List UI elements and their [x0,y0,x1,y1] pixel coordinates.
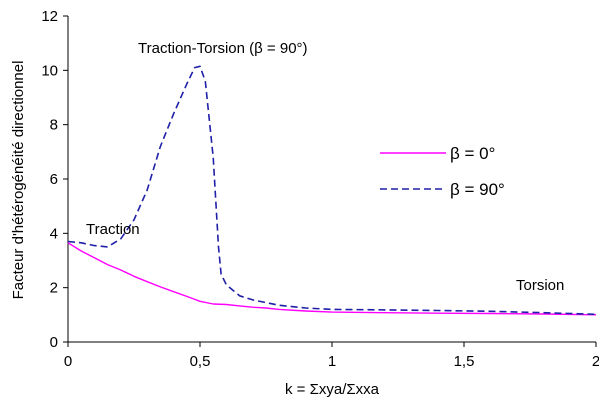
y-tick-label: 0 [50,334,58,351]
y-tick-label: 6 [50,171,58,188]
y-tick-label: 8 [50,117,58,134]
annotation-traction-torsion: Traction-Torsion (β = 90°) [138,40,308,57]
legend-label-0: β = 0° [450,144,495,163]
x-axis-label: k = Σxyа/Σxxa [285,381,380,398]
annotation-torsion: Torsion [516,277,564,294]
y-tick-label: 2 [50,280,58,297]
y-tick-label: 12 [41,8,58,25]
y-axis-label: Facteur d'hétérogénéité directionnel [10,61,27,300]
x-tick-label: 2 [592,353,599,370]
labels-layer: k = Σxyа/Σxxa Facteur d'hétérogénéité dir… [10,40,564,398]
series-line-0 [67,242,597,316]
y-tick-label: 10 [41,62,58,79]
series-layer [67,65,597,316]
y-tick-label: 4 [50,225,58,242]
annotation-traction: Traction [86,221,140,238]
legend: β = 0° β = 90° [380,144,505,199]
x-tick-label: 1,5 [454,353,475,370]
x-tick-label: 1 [328,353,336,370]
x-tick-label: 0,5 [190,353,211,370]
x-tick-label: 0 [64,353,72,370]
axes: 0 2 4 6 8 10 12 0 0,5 1 1,5 2 [41,8,599,370]
legend-label-1: β = 90° [450,180,505,199]
